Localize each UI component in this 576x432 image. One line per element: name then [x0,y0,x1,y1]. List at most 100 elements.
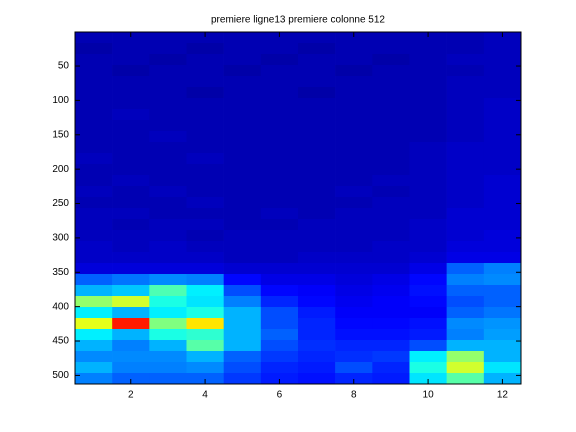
heatmap-cell [260,98,299,110]
heatmap-cell [372,164,410,176]
heatmap-cell [149,373,187,385]
heatmap-cell [483,329,522,341]
heatmap-cell [483,340,522,352]
heatmap-cell [186,142,224,154]
heatmap-cell [483,109,522,121]
heatmap-cell [409,54,447,66]
heatmap-cell [446,340,485,352]
heatmap-cell [223,307,262,319]
heatmap-cell [335,98,373,110]
heatmap-cell [149,164,187,176]
heatmap-cell [75,285,113,297]
heatmap-cell [298,186,336,198]
heatmap-cell [335,329,373,341]
heatmap-cell [112,307,150,319]
heatmap-cell [483,197,522,209]
heatmap-cell [149,131,187,143]
heatmap-cell [260,208,299,220]
heatmap-cell [483,373,522,385]
heatmap-cell [335,351,373,363]
heatmap-cell [483,87,522,99]
heatmap-cell [186,131,224,143]
heatmap-cell [260,373,299,385]
heatmap-cell [223,76,262,88]
heatmap-cell [75,362,113,374]
chart-title: premiere ligne13 premiere colonne 512 [211,15,385,26]
heatmap-cell [483,175,522,187]
heatmap-cell [298,263,336,275]
heatmap-cell [186,230,224,242]
heatmap-cell [335,164,373,176]
heatmap-cell [372,274,410,286]
heatmap-cell [298,76,336,88]
heatmap-cell [483,153,522,165]
heatmap-cell [223,186,262,198]
heatmap-cell [149,219,187,231]
heatmap-cell [260,296,299,308]
heatmap-cell [260,274,299,286]
heatmap-cell [409,241,447,253]
heatmap-cell [186,32,224,44]
heatmap-cell [260,241,299,253]
heatmap-cell [483,186,522,198]
heatmap-cell [112,241,150,253]
heatmap-cell [298,241,336,253]
heatmap-cell [260,54,299,66]
heatmap-cell [75,329,113,341]
heatmap-cell [75,241,113,253]
heatmap-cell [409,263,447,275]
heatmap-cell [186,252,224,264]
heatmap-cell [446,175,485,187]
heatmap-cell [409,120,447,132]
heatmap-cell [260,65,299,77]
heatmap-cell [260,131,299,143]
heatmap-cell [186,87,224,99]
heatmap-cell [409,351,447,363]
heatmap-cell [335,131,373,143]
heatmap-cell [335,142,373,154]
heatmap-cell [335,362,373,374]
heatmap-cell [112,318,150,330]
heatmap-cell [298,43,336,55]
heatmap-cell [446,252,485,264]
heatmap-cell [260,43,299,55]
heatmap-cell [372,252,410,264]
heatmap-cell [75,373,113,385]
heatmap-cell [483,241,522,253]
y-tick-label: 300 [52,233,69,244]
heatmap-cell [446,208,485,220]
heatmap-cell [298,307,336,319]
heatmap-cell [335,87,373,99]
heatmap-cell [260,87,299,99]
heatmap-cell [409,296,447,308]
heatmap-cell [446,32,485,44]
heatmap-cell [186,373,224,385]
heatmap-cell [335,186,373,198]
heatmap-cell [335,252,373,264]
heatmap-cell [149,230,187,242]
heatmap-cell [186,120,224,132]
heatmap-cell [186,340,224,352]
heatmap-cell [298,197,336,209]
heatmap-cell [298,373,336,385]
heatmap-cell [483,120,522,132]
heatmap-cell [409,43,447,55]
heatmap-cell [149,197,187,209]
heatmap-cell [75,208,113,220]
heatmap-cell [483,65,522,77]
heatmap-cell [446,142,485,154]
heatmap-cell [409,175,447,187]
heatmap-cell [446,307,485,319]
heatmap-cell [483,164,522,176]
heatmap-cell [409,164,447,176]
heatmap-cell [75,109,113,121]
heatmap-cell [112,252,150,264]
heatmap-cell [483,219,522,231]
heatmap-cell [223,87,262,99]
heatmap-cell [75,296,113,308]
heatmap-cell [149,43,187,55]
heatmap-cell [372,65,410,77]
heatmap-cell [260,318,299,330]
heatmap-cell [223,296,262,308]
heatmap-cell [223,120,262,132]
